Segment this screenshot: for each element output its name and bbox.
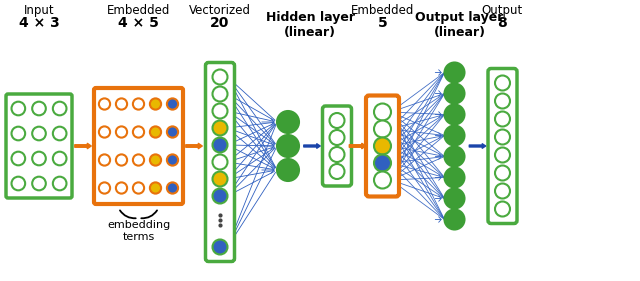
Circle shape xyxy=(53,152,67,165)
Circle shape xyxy=(277,135,299,157)
Circle shape xyxy=(495,166,510,180)
Circle shape xyxy=(445,126,465,146)
Circle shape xyxy=(445,210,465,230)
Circle shape xyxy=(495,183,510,198)
Text: 5: 5 xyxy=(378,16,387,30)
Circle shape xyxy=(495,94,510,108)
Circle shape xyxy=(116,182,127,194)
Circle shape xyxy=(212,155,227,169)
Circle shape xyxy=(330,164,344,179)
FancyBboxPatch shape xyxy=(366,96,399,196)
Circle shape xyxy=(445,189,465,209)
Circle shape xyxy=(212,103,227,119)
Circle shape xyxy=(330,130,344,145)
Circle shape xyxy=(32,177,46,190)
Circle shape xyxy=(212,121,227,135)
Text: Embedded: Embedded xyxy=(107,4,170,17)
Circle shape xyxy=(374,121,391,137)
Text: 8: 8 xyxy=(498,16,508,30)
Circle shape xyxy=(445,167,465,187)
Circle shape xyxy=(374,171,391,189)
Circle shape xyxy=(116,126,127,138)
Circle shape xyxy=(495,130,510,144)
Text: embedding
terms: embedding terms xyxy=(107,220,170,242)
Circle shape xyxy=(495,76,510,90)
Circle shape xyxy=(99,126,110,138)
Circle shape xyxy=(133,182,144,194)
Circle shape xyxy=(374,155,391,171)
FancyBboxPatch shape xyxy=(94,88,183,204)
Text: Output layer
(linear): Output layer (linear) xyxy=(415,11,504,39)
Circle shape xyxy=(133,126,144,138)
Text: Output: Output xyxy=(482,4,523,17)
Circle shape xyxy=(99,98,110,110)
Text: Input: Input xyxy=(24,4,54,17)
Circle shape xyxy=(330,147,344,162)
Circle shape xyxy=(12,127,25,140)
Circle shape xyxy=(277,111,299,133)
Circle shape xyxy=(167,154,178,166)
Circle shape xyxy=(212,189,227,203)
Circle shape xyxy=(277,159,299,181)
Circle shape xyxy=(445,83,465,103)
Circle shape xyxy=(445,146,465,167)
FancyBboxPatch shape xyxy=(488,69,517,223)
Circle shape xyxy=(374,103,391,121)
Circle shape xyxy=(32,102,46,115)
Circle shape xyxy=(12,177,25,190)
Circle shape xyxy=(212,171,227,187)
Circle shape xyxy=(133,154,144,166)
Circle shape xyxy=(116,98,127,110)
Circle shape xyxy=(133,98,144,110)
Circle shape xyxy=(212,87,227,101)
Circle shape xyxy=(12,102,25,115)
Circle shape xyxy=(495,201,510,216)
Circle shape xyxy=(495,112,510,126)
FancyBboxPatch shape xyxy=(323,106,351,186)
Circle shape xyxy=(53,127,67,140)
FancyBboxPatch shape xyxy=(6,94,72,198)
Text: 4 × 3: 4 × 3 xyxy=(19,16,60,30)
Circle shape xyxy=(53,177,67,190)
Circle shape xyxy=(167,98,178,110)
Circle shape xyxy=(167,126,178,138)
Circle shape xyxy=(32,127,46,140)
Circle shape xyxy=(150,126,161,138)
Text: Hidden layer
(linear): Hidden layer (linear) xyxy=(266,11,355,39)
Circle shape xyxy=(374,137,391,155)
Circle shape xyxy=(445,62,465,83)
Text: Embedded: Embedded xyxy=(351,4,414,17)
Circle shape xyxy=(495,148,510,162)
FancyBboxPatch shape xyxy=(205,62,234,262)
Circle shape xyxy=(99,154,110,166)
Circle shape xyxy=(99,182,110,194)
Circle shape xyxy=(445,105,465,124)
Circle shape xyxy=(212,137,227,153)
Circle shape xyxy=(150,182,161,194)
Circle shape xyxy=(212,69,227,85)
Circle shape xyxy=(32,152,46,165)
Circle shape xyxy=(330,113,344,128)
Text: 20: 20 xyxy=(211,16,230,30)
Circle shape xyxy=(116,154,127,166)
Circle shape xyxy=(150,98,161,110)
Circle shape xyxy=(167,182,178,194)
Text: 4 × 5: 4 × 5 xyxy=(118,16,159,30)
Circle shape xyxy=(53,102,67,115)
Circle shape xyxy=(212,239,227,255)
Circle shape xyxy=(150,154,161,166)
Circle shape xyxy=(12,152,25,165)
Text: Vectorized: Vectorized xyxy=(189,4,251,17)
